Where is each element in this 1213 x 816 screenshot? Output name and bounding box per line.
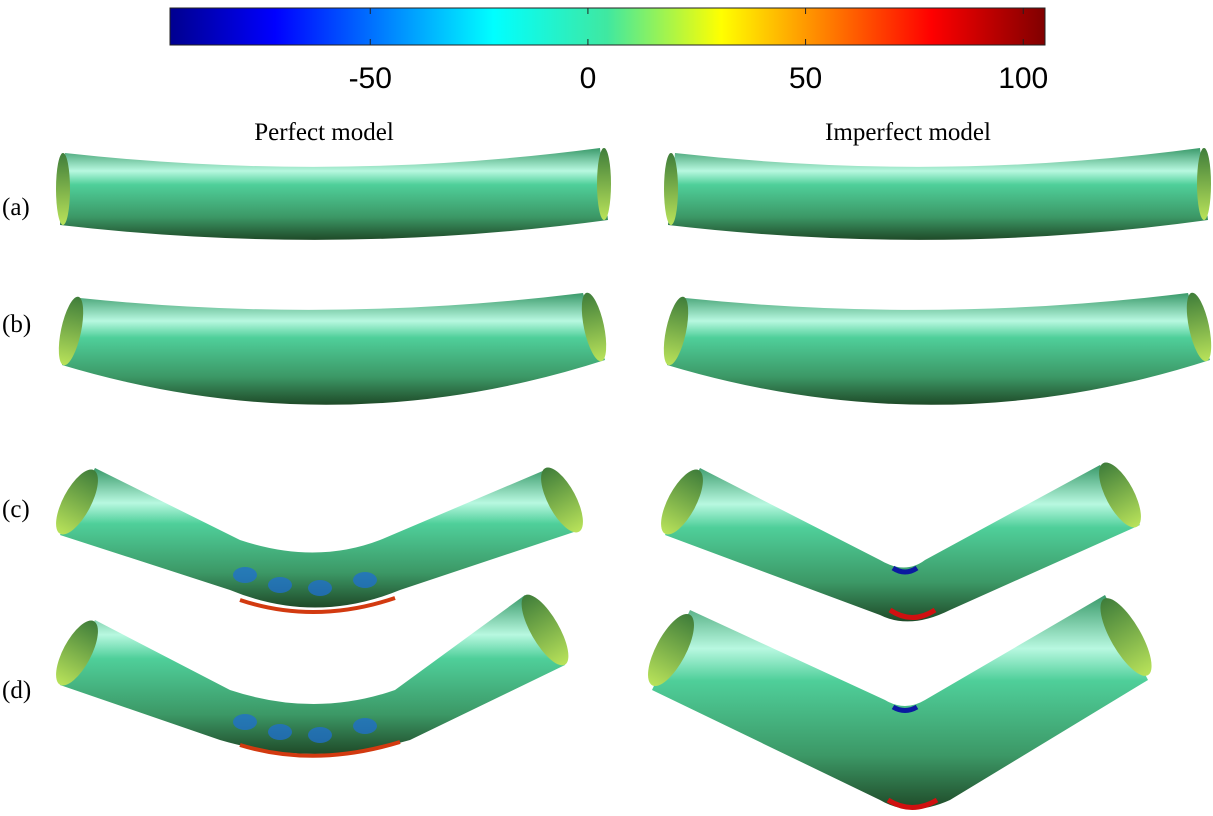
tube-end — [648, 613, 694, 687]
tube-end — [1186, 292, 1212, 362]
row-label: (c) — [2, 496, 30, 523]
column-title: Perfect model — [254, 119, 394, 146]
tube-end — [1099, 462, 1141, 528]
tube — [652, 595, 1148, 809]
buckle — [886, 797, 939, 810]
tube-end — [597, 148, 611, 220]
tube — [60, 468, 580, 608]
buckle — [233, 567, 377, 596]
tubes — [56, 148, 1212, 810]
tube-end — [58, 296, 84, 366]
tube-end — [541, 467, 583, 533]
colorbar — [169, 7, 1046, 46]
colorbar-tick-label: 50 — [789, 62, 822, 95]
tube-end — [663, 296, 689, 366]
colorbar-ticks: -50 0 50 100 — [349, 8, 1048, 95]
tube — [60, 595, 565, 754]
tube-end — [661, 469, 703, 535]
row-label: (b) — [2, 311, 31, 338]
row-label: (d) — [2, 677, 31, 704]
tube-end — [56, 469, 98, 535]
tube-end — [56, 153, 70, 225]
colorbar-tick-label: -50 — [349, 62, 392, 95]
tube-end — [1197, 148, 1211, 220]
tube — [62, 293, 605, 405]
tube — [668, 148, 1208, 240]
column-title: Imperfect model — [825, 119, 991, 146]
colorbar-tick-label: 100 — [998, 62, 1048, 95]
tube — [665, 465, 1140, 622]
tube-end — [1100, 598, 1152, 676]
buckle — [239, 740, 401, 758]
buckle — [891, 565, 919, 575]
tube-end — [581, 292, 607, 362]
tube-end — [521, 594, 569, 666]
buckle — [233, 714, 377, 743]
colorbar-tick-label: 0 — [580, 62, 597, 95]
buckle — [239, 596, 396, 614]
buckle — [888, 607, 937, 620]
tube — [667, 293, 1210, 405]
tube-end — [664, 153, 678, 225]
row-label: (a) — [2, 194, 30, 221]
buckle — [891, 704, 919, 713]
tube-end — [56, 620, 98, 686]
tube — [60, 148, 608, 240]
